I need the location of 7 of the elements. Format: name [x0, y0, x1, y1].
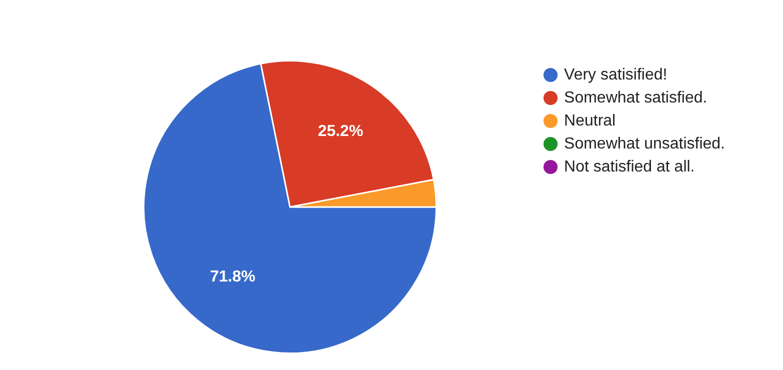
data-label: 25.2%	[318, 123, 364, 140]
data-label: 71.8%	[210, 268, 256, 286]
legend-label: Not satisfied at all.	[564, 158, 695, 176]
legend-label: Very satisified!	[564, 66, 668, 84]
legend-label: Somewhat unsatisfied.	[564, 135, 726, 152]
legend-label: Somewhat satisfied.	[564, 89, 708, 106]
legend-label: Neutral	[564, 112, 616, 130]
